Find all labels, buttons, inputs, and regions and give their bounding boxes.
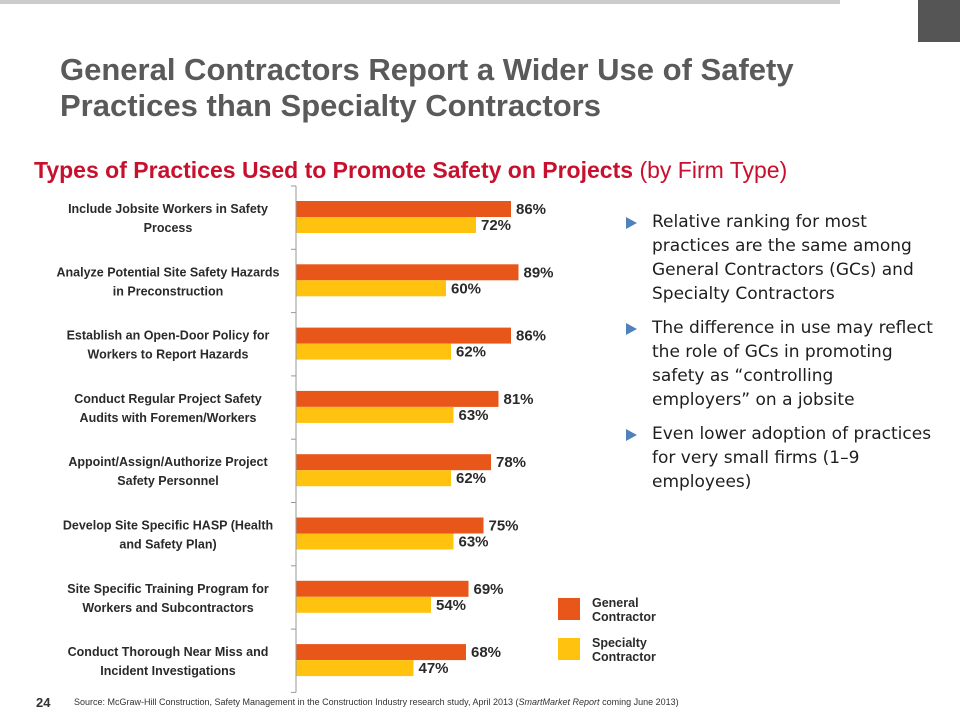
bar-specialty bbox=[296, 470, 451, 487]
data-label: 86% bbox=[516, 201, 546, 218]
bullet-item: Even lower adoption of practices for ver… bbox=[626, 422, 936, 494]
legend-label: General Contractor bbox=[592, 596, 702, 624]
legend-swatch-general-contractor bbox=[558, 598, 580, 620]
data-label: 78% bbox=[496, 454, 526, 471]
bar-general bbox=[296, 201, 511, 217]
category-label: Site Specific Training Program for bbox=[67, 582, 269, 596]
chart-title: Types of Practices Used to Promote Safet… bbox=[34, 156, 934, 184]
bar-general bbox=[296, 264, 519, 281]
category-label: Appoint/Assign/Authorize Project bbox=[68, 455, 268, 469]
data-label: 62% bbox=[456, 344, 486, 361]
category-label: in Preconstruction bbox=[113, 284, 223, 298]
source-note: Source: McGraw-Hill Construction, Safety… bbox=[74, 697, 934, 707]
data-label: 89% bbox=[524, 264, 554, 281]
bar-specialty bbox=[296, 406, 454, 423]
category-label: Include Jobsite Workers in Safety bbox=[68, 202, 268, 216]
data-label: 62% bbox=[456, 470, 486, 487]
legend-label-line: Specialty bbox=[592, 636, 647, 650]
bullet-text: Even lower adoption of practices for ver… bbox=[652, 424, 932, 492]
bar-specialty bbox=[296, 217, 476, 233]
category-label: Workers to Report Hazards bbox=[88, 348, 249, 362]
data-label: 72% bbox=[481, 217, 511, 234]
bar-general bbox=[296, 644, 466, 661]
legend-item-general-contractor: General Contractor bbox=[558, 596, 718, 628]
legend-label-line: Contractor bbox=[592, 610, 656, 624]
bar-general bbox=[296, 390, 499, 407]
category-label: Conduct Thorough Near Miss and bbox=[68, 645, 269, 659]
data-label: 69% bbox=[474, 581, 504, 598]
source-text-end: coming June 2013) bbox=[599, 697, 679, 707]
page-number: 24 bbox=[36, 695, 51, 710]
bar-general bbox=[296, 580, 469, 597]
bar-specialty bbox=[296, 533, 454, 550]
bullet-text: The difference in use may reflect the ro… bbox=[652, 318, 933, 410]
data-label: 60% bbox=[451, 280, 481, 297]
category-label: Develop Site Specific HASP (Health bbox=[63, 519, 273, 533]
category-label: and Safety Plan) bbox=[119, 538, 216, 552]
category-label: Process bbox=[144, 221, 193, 235]
corner-block bbox=[918, 0, 960, 42]
bullet-item: The difference in use may reflect the ro… bbox=[626, 316, 936, 412]
category-label: Audits with Foremen/Workers bbox=[80, 411, 257, 425]
bullet-text: Relative ranking for most practices are … bbox=[652, 212, 914, 304]
bar-specialty bbox=[296, 280, 446, 297]
slide-title: General Contractors Report a Wider Use o… bbox=[60, 52, 794, 123]
legend-label-line: General bbox=[592, 596, 639, 610]
chart-title-subtitle: (by Firm Type) bbox=[639, 157, 788, 183]
source-text: Source: McGraw-Hill Construction, Safety… bbox=[74, 697, 519, 707]
data-label: 63% bbox=[459, 534, 489, 551]
category-label: Safety Personnel bbox=[117, 474, 218, 488]
source-report-name: SmartMarket Report bbox=[518, 697, 600, 707]
bar-general bbox=[296, 327, 511, 344]
category-label: Analyze Potential Site Safety Hazards bbox=[57, 265, 280, 279]
bar-general bbox=[296, 454, 491, 471]
data-label: 68% bbox=[471, 644, 501, 661]
data-label: 75% bbox=[489, 518, 519, 535]
data-label: 63% bbox=[459, 407, 489, 424]
data-label: 47% bbox=[419, 660, 449, 677]
bar-specialty bbox=[296, 660, 414, 677]
category-label: Conduct Regular Project Safety bbox=[74, 392, 262, 406]
bar-specialty bbox=[296, 343, 451, 360]
triangle-bullet-icon bbox=[626, 429, 637, 441]
category-label: Incident Investigations bbox=[100, 664, 235, 678]
legend-label: Specialty Contractor bbox=[592, 636, 702, 664]
bullet-list: Relative ranking for most practices are … bbox=[626, 210, 936, 504]
category-label: Workers and Subcontractors bbox=[82, 601, 253, 615]
data-label: 86% bbox=[516, 328, 546, 345]
legend-label-line: Contractor bbox=[592, 650, 656, 664]
bar-specialty bbox=[296, 596, 431, 613]
triangle-bullet-icon bbox=[626, 323, 637, 335]
legend-item-specialty-contractor: Specialty Contractor bbox=[558, 636, 718, 668]
triangle-bullet-icon bbox=[626, 217, 637, 229]
data-label: 81% bbox=[504, 391, 534, 408]
category-label: Establish an Open-Door Policy for bbox=[67, 329, 270, 343]
top-accent-bar bbox=[0, 0, 840, 4]
chart-title-main: Types of Practices Used to Promote Safet… bbox=[34, 157, 634, 183]
data-label: 54% bbox=[436, 597, 466, 614]
bar-general bbox=[296, 517, 484, 534]
legend-swatch-specialty-contractor bbox=[558, 638, 580, 660]
bullet-item: Relative ranking for most practices are … bbox=[626, 210, 936, 306]
